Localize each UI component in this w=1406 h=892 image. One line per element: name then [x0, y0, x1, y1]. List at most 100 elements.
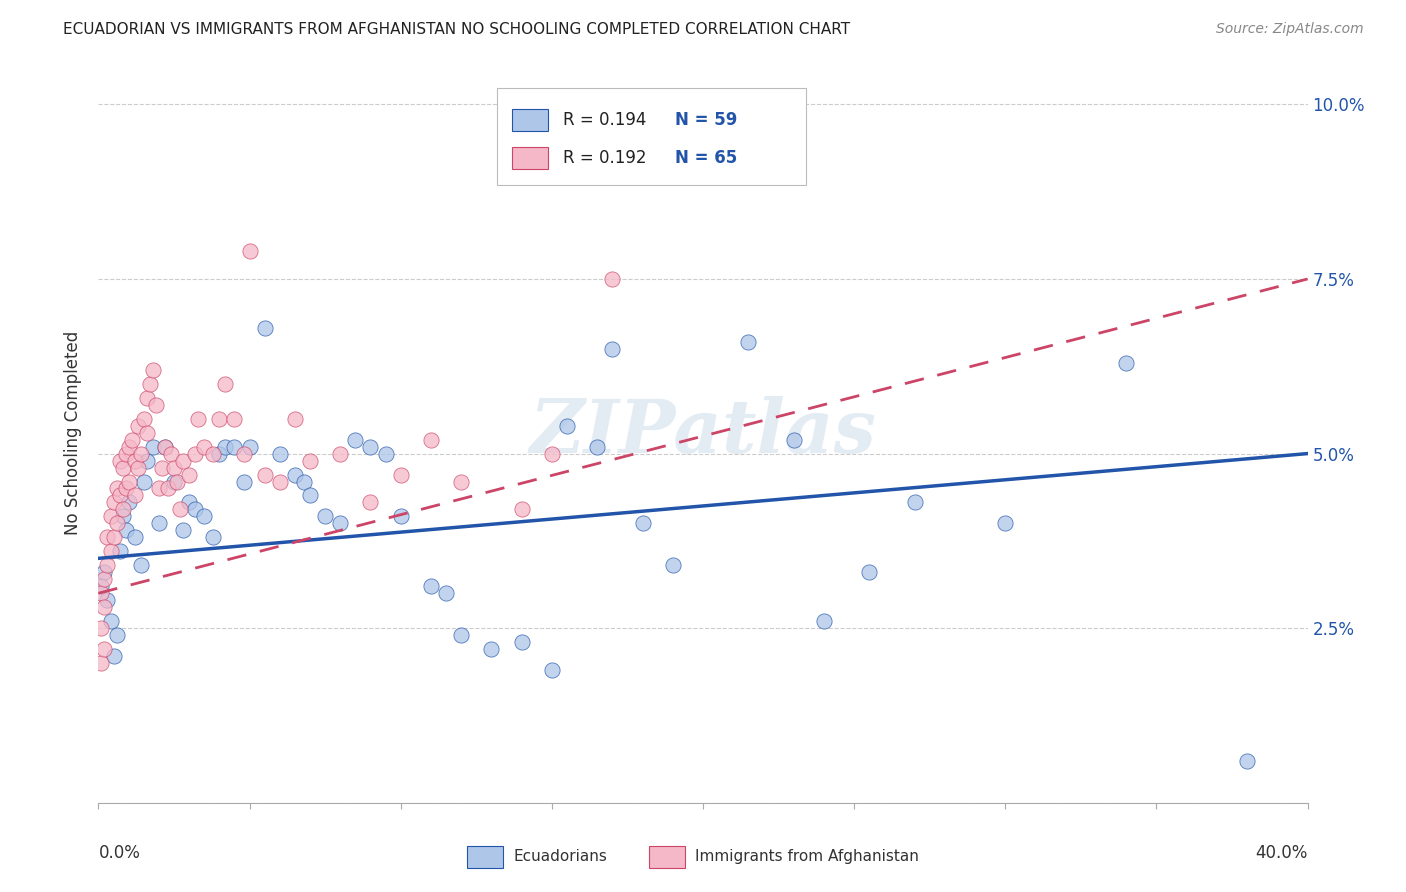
- Point: [100, 509, 122, 524]
- Point: [214, 376, 236, 391]
- Text: 0.0%: 0.0%: [98, 844, 141, 862]
- Point: [142, 363, 165, 377]
- Point: [202, 446, 225, 460]
- Point: [631, 516, 654, 531]
- Point: [269, 475, 291, 489]
- Point: [118, 475, 141, 489]
- Point: [224, 440, 246, 454]
- Bar: [512, 146, 548, 169]
- Point: [135, 391, 157, 405]
- Point: [169, 502, 191, 516]
- Point: [135, 453, 157, 467]
- Point: [153, 440, 176, 454]
- Point: [284, 411, 307, 425]
- Point: [202, 530, 225, 544]
- Text: Ecuadorians: Ecuadorians: [513, 849, 607, 864]
- Point: [108, 488, 131, 502]
- Bar: [648, 846, 685, 868]
- Point: [124, 530, 146, 544]
- Point: [172, 453, 194, 467]
- Point: [127, 418, 149, 433]
- Point: [292, 475, 315, 489]
- Point: [555, 418, 578, 433]
- Point: [374, 446, 396, 460]
- Point: [360, 440, 382, 454]
- Point: [858, 566, 880, 580]
- Point: [132, 475, 155, 489]
- Point: [108, 453, 131, 467]
- Point: [93, 600, 115, 615]
- Point: [118, 495, 141, 509]
- Point: [103, 530, 125, 544]
- Bar: [512, 109, 548, 131]
- Point: [105, 516, 128, 531]
- Point: [90, 586, 112, 600]
- Point: [284, 467, 307, 482]
- Point: [105, 482, 128, 496]
- Point: [389, 467, 412, 482]
- Point: [148, 482, 170, 496]
- Point: [1236, 754, 1258, 768]
- Point: [111, 460, 134, 475]
- Text: N = 65: N = 65: [675, 149, 737, 167]
- Point: [129, 446, 152, 460]
- Point: [994, 516, 1017, 531]
- Point: [105, 628, 128, 642]
- Point: [420, 579, 443, 593]
- Point: [90, 621, 112, 635]
- Text: 40.0%: 40.0%: [1256, 844, 1308, 862]
- Point: [450, 628, 472, 642]
- Text: ZIPatlas: ZIPatlas: [530, 396, 876, 469]
- Point: [1115, 356, 1137, 370]
- Point: [127, 460, 149, 475]
- Point: [96, 558, 118, 573]
- Point: [108, 544, 131, 558]
- Point: [184, 446, 207, 460]
- Point: [193, 509, 215, 524]
- Point: [510, 502, 533, 516]
- Point: [93, 572, 115, 586]
- Point: [114, 482, 136, 496]
- Point: [166, 475, 188, 489]
- Point: [187, 411, 209, 425]
- Point: [90, 656, 112, 670]
- Point: [510, 635, 533, 649]
- Point: [389, 509, 412, 524]
- Point: [737, 334, 759, 349]
- Text: Immigrants from Afghanistan: Immigrants from Afghanistan: [695, 849, 918, 864]
- Text: N = 59: N = 59: [675, 112, 738, 129]
- Point: [224, 411, 246, 425]
- Point: [314, 509, 336, 524]
- Point: [93, 642, 115, 657]
- Point: [329, 516, 352, 531]
- Point: [148, 516, 170, 531]
- Point: [153, 440, 176, 454]
- Point: [103, 495, 125, 509]
- Point: [114, 446, 136, 460]
- Point: [232, 475, 254, 489]
- Point: [602, 272, 624, 286]
- Point: [450, 475, 472, 489]
- Point: [118, 440, 141, 454]
- Point: [179, 495, 201, 509]
- Text: Source: ZipAtlas.com: Source: ZipAtlas.com: [1216, 22, 1364, 37]
- FancyBboxPatch shape: [498, 88, 806, 185]
- Point: [239, 244, 262, 258]
- Point: [135, 425, 157, 440]
- Text: ECUADORIAN VS IMMIGRANTS FROM AFGHANISTAN NO SCHOOLING COMPLETED CORRELATION CHA: ECUADORIAN VS IMMIGRANTS FROM AFGHANISTA…: [63, 22, 851, 37]
- Point: [813, 614, 835, 628]
- Point: [253, 321, 276, 335]
- Point: [253, 467, 276, 482]
- Point: [329, 446, 352, 460]
- Point: [239, 440, 262, 454]
- Point: [100, 614, 122, 628]
- Point: [100, 544, 122, 558]
- Y-axis label: No Schooling Completed: No Schooling Completed: [65, 331, 83, 534]
- Point: [142, 440, 165, 454]
- Point: [160, 446, 183, 460]
- Point: [96, 593, 118, 607]
- Point: [184, 502, 207, 516]
- Point: [269, 446, 291, 460]
- Point: [163, 460, 186, 475]
- Point: [111, 509, 134, 524]
